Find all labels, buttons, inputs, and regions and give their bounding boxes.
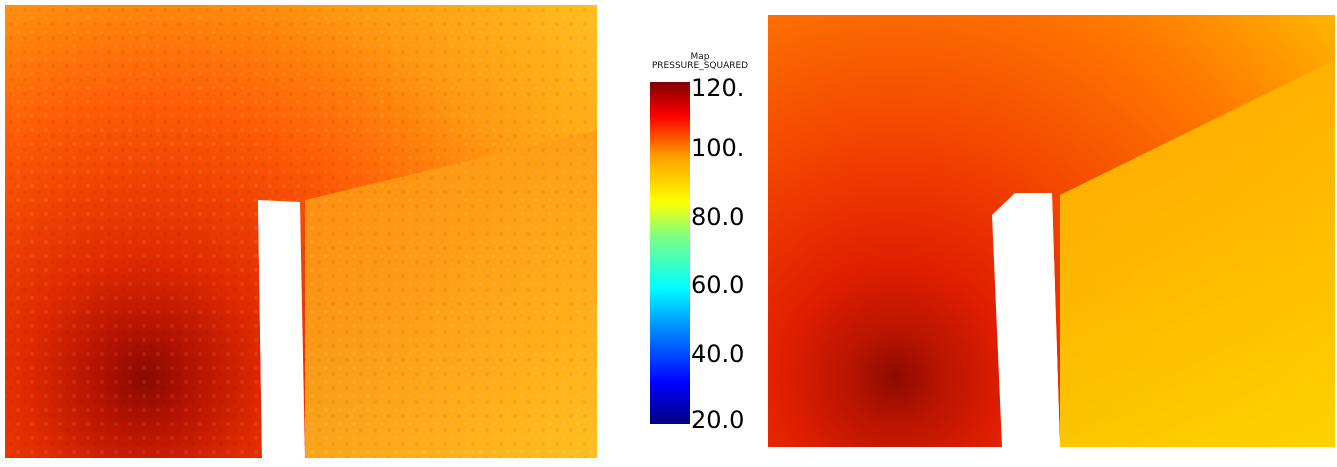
left-notch (258, 200, 303, 458)
colorbar-legend: Map PRESSURE_SQUARED 120. 100. 80.0 60.0… (640, 40, 760, 440)
tick-label: 80.0 (691, 203, 745, 231)
right-notch (992, 193, 1060, 447)
left-heatmap (5, 5, 597, 458)
tick-label: 100. (691, 134, 745, 162)
colorbar (650, 82, 690, 424)
legend-title-map: Map (690, 52, 710, 62)
tick-label: 120. (691, 74, 745, 102)
right-heatmap (768, 15, 1335, 447)
tick-label: 20.0 (691, 406, 745, 434)
legend-title-variable: PRESSURE_SQUARED (651, 61, 749, 71)
tick-label: 60.0 (691, 271, 745, 299)
tick-label: 40.0 (691, 340, 745, 368)
